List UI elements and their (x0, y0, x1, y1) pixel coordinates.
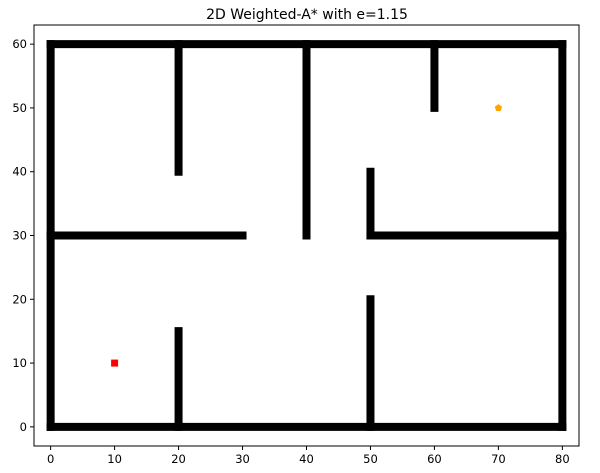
x-tick-label: 60 (427, 452, 442, 466)
obstacles-layer (46, 40, 567, 431)
start-marker (111, 359, 119, 367)
y-tick-label: 50 (12, 101, 27, 115)
goal-marker (494, 104, 503, 111)
x-tick-label: 0 (47, 452, 54, 466)
x-tick-label: 40 (299, 452, 314, 466)
chart-title: 2D Weighted-A* with e=1.15 (206, 7, 408, 23)
x-tick-label: 10 (107, 452, 122, 466)
y-tick-label: 30 (12, 229, 27, 243)
y-tick-label: 40 (12, 165, 27, 179)
x-tick-label: 30 (235, 452, 250, 466)
x-tick-label: 80 (555, 452, 570, 466)
y-axis: 0 10 20 30 40 50 60 (12, 37, 34, 434)
y-tick-label: 20 (12, 292, 27, 306)
plot-area (33, 24, 580, 447)
x-tick-label: 50 (363, 452, 378, 466)
x-tick-label: 70 (491, 452, 506, 466)
x-tick-label: 20 (171, 452, 186, 466)
y-tick-label: 0 (20, 420, 27, 434)
x-axis: 0 10 20 30 40 50 60 70 80 (47, 446, 570, 466)
markers-layer (111, 104, 503, 367)
y-tick-label: 10 (12, 356, 27, 370)
y-tick-label: 60 (12, 37, 27, 51)
